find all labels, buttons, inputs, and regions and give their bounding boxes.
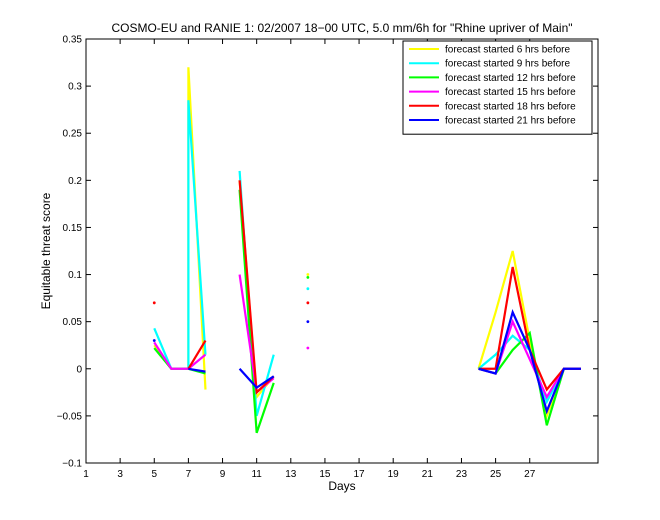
x-tick-label: 5 — [151, 469, 157, 480]
series-line — [187, 339, 207, 370]
series-lines — [152, 67, 581, 434]
x-tick-label: 23 — [456, 469, 468, 480]
legend-box — [402, 40, 593, 135]
series-point — [306, 273, 310, 276]
y-tick-label: 0.3 — [68, 82, 82, 93]
legend-entry: forecast started 15 hrs before — [445, 87, 576, 98]
series-point — [306, 301, 310, 305]
x-tick-label: 11 — [251, 469, 262, 480]
series-point — [152, 301, 156, 305]
series-line — [188, 367, 206, 373]
x-tick-label: 25 — [490, 469, 502, 480]
x-tick-label: 3 — [117, 469, 123, 480]
y-tick-label: −0.05 — [57, 411, 83, 422]
y-tick-label: 0.1 — [68, 270, 82, 281]
x-axis-label: Days — [328, 479, 355, 493]
series-point — [306, 287, 310, 291]
x-tick-label: 17 — [354, 469, 366, 480]
y-tick-label: −0.1 — [62, 459, 82, 470]
series-6 — [152, 309, 581, 415]
x-tick-label: 27 — [524, 469, 536, 480]
series-line — [153, 341, 207, 370]
legend-entry: forecast started 9 hrs before — [445, 59, 571, 70]
legend-entry: forecast started 6 hrs before — [445, 45, 571, 56]
x-tick-label: 1 — [83, 469, 89, 480]
series-line — [238, 189, 275, 434]
y-tick-label: 0.2 — [68, 176, 82, 187]
series-line — [238, 368, 275, 390]
series-point — [306, 320, 310, 324]
x-tick-label: 7 — [186, 469, 192, 480]
x-tick-label: 19 — [388, 469, 400, 480]
legend-entry: forecast started 21 hrs before — [445, 116, 576, 127]
axes: 1 3 5 7 9 11 13 15 17 19 21 23 25 27−0.1−0.0500.050.1… — [57, 35, 598, 480]
legend-entry: forecast started 12 hrs before — [445, 73, 576, 84]
series-line — [238, 180, 275, 395]
y-tick-label: 0.35 — [63, 35, 83, 46]
y-axis-label: Equitable threat score — [39, 192, 53, 309]
y-tick-label: 0 — [76, 364, 82, 375]
y-tick-label: 0.05 — [63, 317, 83, 328]
x-tick-label: 13 — [285, 469, 297, 480]
series-line — [478, 309, 581, 415]
legend-entry: forecast started 18 hrs before — [445, 101, 576, 112]
x-tick-label: 15 — [319, 469, 331, 480]
series-point — [306, 346, 310, 350]
y-tick-label: 0.15 — [63, 223, 83, 234]
series-point — [152, 339, 156, 342]
x-tick-label: 21 — [422, 469, 434, 480]
chart-title: COSMO-EU and RANIE 1: 02/2007 18−00 UTC,… — [111, 21, 572, 35]
series-point — [306, 275, 310, 279]
legend: forecast started 6 hrs before forecast st… — [402, 40, 593, 135]
x-tick-label: 9 — [220, 469, 226, 480]
y-tick-label: 0.25 — [63, 129, 83, 140]
